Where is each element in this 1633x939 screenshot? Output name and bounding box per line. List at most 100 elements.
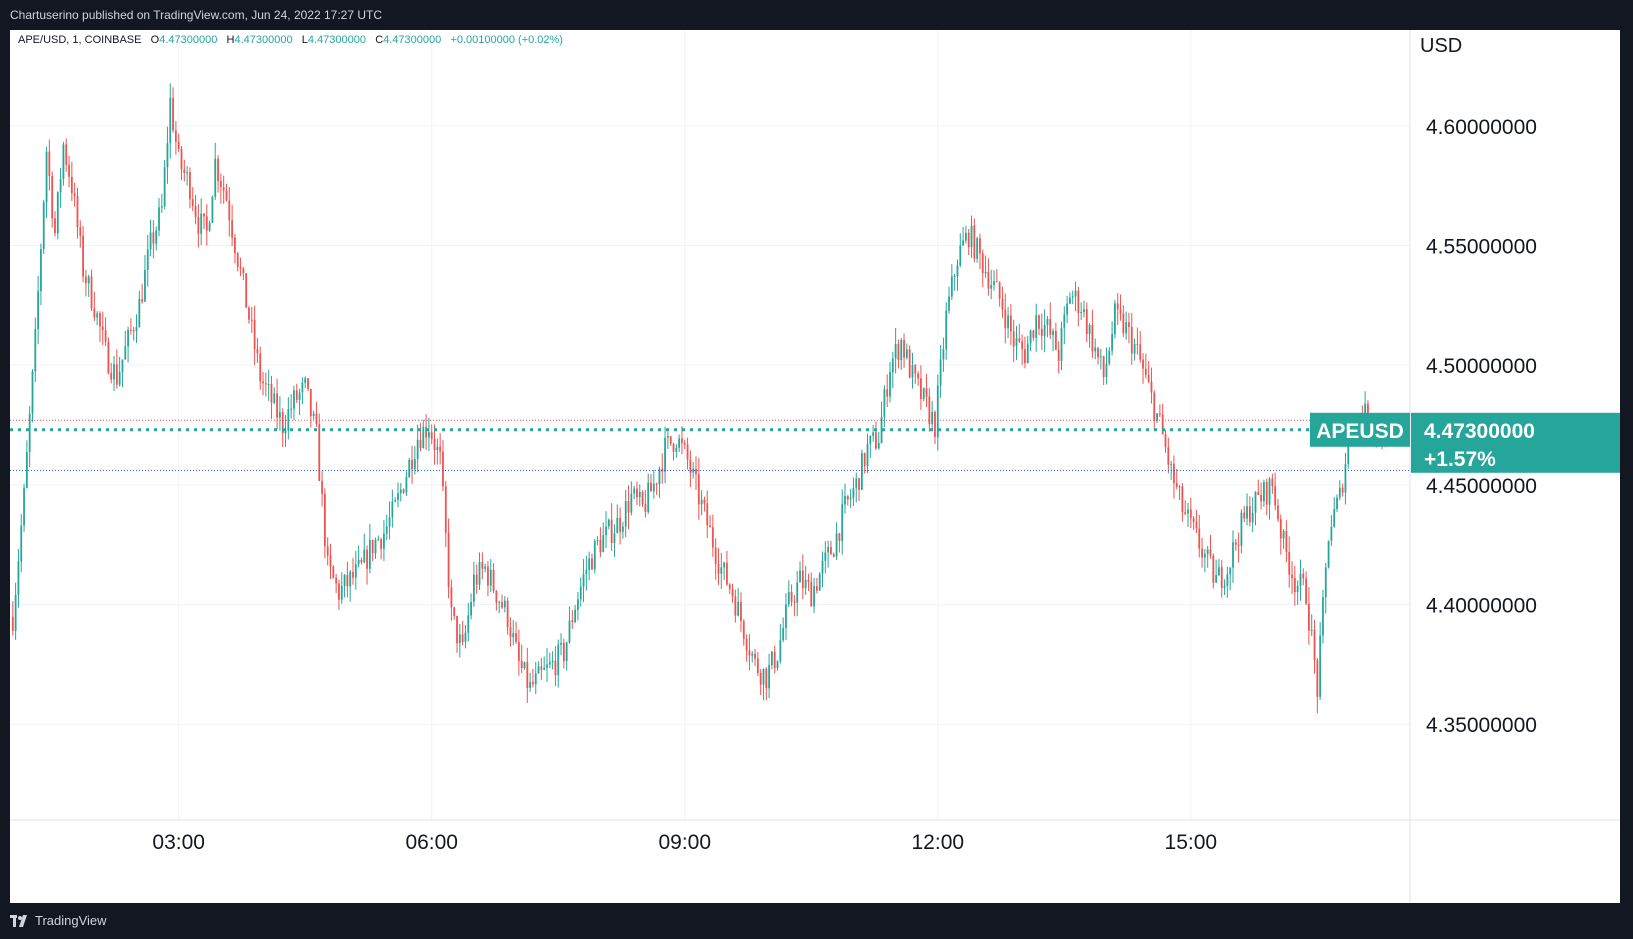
candle-body [644,504,647,512]
chart-frame[interactable]: USD 4.60000000 4.55000000 4.50000000 4.4500… [10,30,1620,903]
candle-body [436,446,439,451]
candle-body [872,432,875,436]
candle-body [728,584,731,590]
candle-body [793,601,796,603]
candle-body [683,442,686,445]
candle-body [1296,585,1299,593]
candle-body [956,265,959,277]
candle-body [647,482,650,512]
candle-body [560,642,562,645]
candle-body [1302,573,1305,579]
time-axis[interactable]: 03:00 06:00 09:00 12:00 15:00 [152,831,1217,854]
price-tick-label: 4.60000000 [1426,116,1537,139]
candle-body [779,640,782,661]
candle-body [1144,368,1147,375]
candle-body [141,299,144,302]
candle-body [973,225,976,259]
candle-body [301,382,304,393]
legend-close-value: 4.47300000 [383,34,442,46]
candle-body [1009,315,1012,332]
candle-body [346,574,349,587]
candle-body [20,525,23,562]
candle-body [737,601,740,616]
candle-body [838,533,841,541]
candle-body [1243,512,1246,519]
candle-body [1142,359,1144,369]
candle-body [1116,303,1119,310]
candle-body [745,638,748,651]
tradingview-logo[interactable]: TradingView [10,913,107,928]
candle-body [169,98,172,144]
candle-body [1226,574,1229,586]
candle-body [785,604,787,629]
price-axis[interactable]: 4.60000000 4.55000000 4.50000000 4.45000000… [1426,116,1537,737]
candle-body [1147,374,1150,382]
candle-body [689,459,692,473]
candle-body [470,601,472,616]
candle-body [90,276,93,309]
candle-body [1237,544,1240,546]
candle-body [506,600,509,628]
candle-body [85,276,87,284]
candle-body [231,220,234,238]
candle-body [1150,381,1153,393]
candle-body [62,144,65,179]
candle-body [262,381,264,384]
candle-body [1201,548,1203,558]
candle-body [1057,349,1060,361]
candle-body [731,589,734,597]
candle-body [1114,303,1116,335]
candle-body [846,496,849,500]
candle-body [633,488,636,494]
candle-body [1074,290,1077,297]
candle-body [1001,298,1004,310]
candle-body [87,276,90,284]
candle-body [720,567,723,574]
candle-body [115,364,118,385]
candle-body [189,172,191,200]
candle-body [1085,309,1088,335]
candle-body [68,164,70,177]
candle-body [121,359,124,372]
tradingview-logo-icon [10,914,27,927]
candle-body [1066,303,1069,315]
candle-body [605,526,607,536]
candle-body [127,329,129,347]
candle-body [509,627,512,638]
currency-label: USD [1420,35,1462,57]
candle-body [1080,312,1083,314]
candle-body [962,240,964,246]
candle-body [349,571,352,587]
candle-body [1007,315,1009,329]
candle-body [520,660,523,669]
candle-body [23,487,25,526]
candle-body [1285,530,1288,552]
candle-body [11,616,14,631]
candle-body [318,424,321,481]
last-price-badges: APEUSD 4.47300000 +1.57% [1310,412,1620,473]
candle-body [664,437,666,472]
candle-body [65,144,68,165]
candle-body [546,664,548,668]
candle-body [242,268,245,274]
candle-body [475,574,478,585]
candle-body [453,607,456,617]
candle-body [650,482,652,492]
candle-body [450,587,453,608]
candle-body [934,412,936,437]
candle-body [472,574,475,602]
candle-body [526,662,529,688]
candle-body [855,478,858,489]
candle-body [383,533,385,549]
candlestick-chart[interactable]: USD 4.60000000 4.55000000 4.50000000 4.4500… [10,30,1620,903]
candle-body [408,459,411,478]
candle-body [402,489,405,493]
candle-body [1026,343,1029,364]
candle-body [363,549,366,563]
candle-body [548,662,551,665]
candle-body [993,281,995,286]
candle-body [557,644,560,676]
candle-body [118,371,121,385]
candle-body [897,343,900,361]
candle-body [984,271,987,274]
